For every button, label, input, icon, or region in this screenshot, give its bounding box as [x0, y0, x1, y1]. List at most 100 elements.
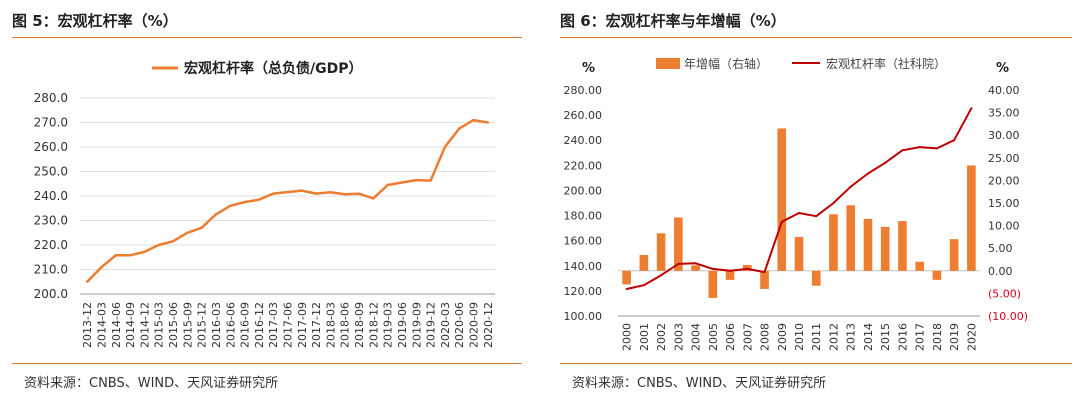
- chart2-bar: [898, 221, 907, 271]
- chart1-x-tick-label: 2018-12: [367, 302, 380, 348]
- chart2-x-tick-label: 2007: [741, 323, 754, 351]
- chart1-data-point: [343, 193, 346, 196]
- chart2-x-tick-label: 2003: [672, 323, 685, 351]
- chart1-x-tick-label: 2014-09: [124, 302, 137, 348]
- chart1-data-point: [143, 250, 146, 254]
- chart2-bar: [880, 226, 890, 271]
- chart2-line-point: [746, 267, 749, 270]
- chart2-x-tick-label: 2014: [862, 323, 875, 351]
- chart1-x-tick-label: 2016-03: [210, 302, 223, 348]
- chart2-line-point: [642, 284, 645, 287]
- chart1-data-point: [200, 226, 203, 230]
- chart2-left-unit: %: [582, 61, 595, 76]
- chart1-x-tick-label: 2014-06: [110, 302, 123, 348]
- chart2-bar: [811, 270, 821, 286]
- chart1-x-tick-label: 2013-12: [81, 302, 94, 348]
- chart1-x-tick-label: 2019-03: [382, 302, 395, 348]
- chart1-data-point: [314, 192, 318, 195]
- chart2-bar: [674, 217, 683, 271]
- chart1-data-point: [443, 145, 447, 149]
- chart1-y-tick-label: 220.0: [34, 238, 68, 252]
- chart1-y-tick-label: 240.0: [34, 189, 68, 203]
- chart2-right-tick-label: 10.00: [988, 220, 1020, 233]
- chart1-data-point: [214, 213, 218, 216]
- chart1-legend: 宏观杠杆率（总负债/GDP）: [152, 60, 363, 77]
- chart2-left-tick-label: 140.00: [564, 260, 603, 273]
- chart2-x-tick-label: 2013: [845, 323, 858, 351]
- chart2-x-tick-label: 2011: [810, 323, 823, 351]
- chart1-data-point: [286, 190, 289, 194]
- chart2-right-tick-label: 35.00: [988, 107, 1020, 120]
- chart1-x-tick-label: 2018-09: [353, 302, 366, 348]
- leverage-growth-combo-chart: % % 年增幅（右轴） 宏观杠杆率（社科院） 100.00 120.00 140.00 160…: [564, 56, 1029, 351]
- chart1-y-tick-label: 210.0: [34, 263, 68, 277]
- chart2-line-point: [866, 172, 869, 175]
- chart2-x-tick-label: 2002: [655, 323, 668, 351]
- chart2-left-tick-label: 240.00: [564, 134, 603, 147]
- chart2-legend-line-label: 宏观杠杆率（社科院）: [826, 56, 946, 71]
- chart2-x-tick-label: 2008: [759, 323, 772, 351]
- chart2-bar: [949, 239, 959, 271]
- chart1-data-point: [372, 197, 375, 200]
- chart1-data-point: [486, 121, 490, 124]
- chart2-line-point: [780, 220, 783, 223]
- leverage-line-chart: 宏观杠杆率（总负债/GDP） 200.0 210.0 220.0 230.0 240.0 2…: [34, 60, 495, 348]
- chart2-right-unit: %: [996, 61, 1009, 76]
- chart2-line-point: [729, 269, 732, 272]
- chart1-y-tick-label: 230.0: [34, 214, 68, 228]
- chart2-line-point: [935, 147, 938, 150]
- chart1-data-point: [243, 200, 246, 204]
- chart1-data-point: [386, 183, 389, 187]
- chart1-x-tick-label: 2017-06: [282, 302, 295, 348]
- chart1-data-point: [472, 118, 475, 122]
- chart1-data-point: [400, 181, 404, 184]
- chart2-line-point: [901, 149, 904, 152]
- chart2-bar: [656, 233, 666, 271]
- chart2-left-tick-label: 160.00: [564, 235, 603, 248]
- chart2-line-point: [694, 262, 697, 265]
- chart2-bar: [967, 165, 976, 271]
- chart2-line-point: [798, 212, 800, 215]
- chart2-legend-bar-swatch: [656, 58, 680, 69]
- figure-5-panel: 图 5：宏观杠杆率（%） 宏观杠杆率（总负债/GDP） 200.0 210.0 220…: [0, 0, 530, 403]
- chart2-bar: [915, 261, 924, 271]
- chart2-left-tick-label: 260.00: [564, 109, 603, 122]
- chart2-x-tick-label: 2015: [879, 323, 892, 351]
- figure-5-top-rule: [12, 37, 522, 38]
- figure-6-bottom-rule: [560, 363, 1072, 364]
- chart1-legend-label: 宏观杠杆率（总负债/GDP）: [184, 60, 363, 77]
- chart2-right-tick-label: 25.00: [988, 152, 1020, 165]
- chart2-bar: [742, 264, 752, 271]
- figure-6-title: 图 6：宏观杠杆率与年增幅（%）: [560, 12, 786, 30]
- figure-6-panel: 图 6：宏观杠杆率与年增幅（%） %% 年增幅（右轴） 宏观杠杆率（社科院） 100.…: [548, 0, 1080, 403]
- chart2-bar: [760, 270, 769, 289]
- chart1-data-point: [229, 204, 232, 207]
- chart2-x-tick-label: 2006: [724, 323, 737, 351]
- chart2-x-tick-label: 2018: [931, 323, 944, 351]
- chart2-line-point: [918, 146, 921, 149]
- chart1-x-tick-label: 2015-12: [196, 302, 209, 348]
- chart2-line-point: [815, 215, 818, 218]
- chart1-x-tick-label: 2020-09: [468, 302, 481, 348]
- chart1-x-tick-label: 2018-06: [339, 302, 352, 348]
- chart1-data-point: [100, 265, 103, 269]
- chart2-x-tick-label: 2001: [638, 323, 651, 351]
- chart2-right-tick-label: 20.00: [988, 174, 1020, 187]
- chart2-left-tick-label: 180.00: [564, 210, 603, 223]
- chart2-bar: [725, 270, 735, 280]
- chart2-bar: [622, 270, 631, 285]
- chart1-x-tick-label: 2016-09: [239, 302, 252, 348]
- chart2-bar: [863, 218, 873, 271]
- chart2-left-tick-label: 220.00: [564, 159, 603, 172]
- figure-6-top-rule: [560, 37, 1072, 38]
- chart2-line-point: [832, 202, 835, 204]
- chart2-right-tick-label: (10.00): [988, 310, 1028, 323]
- chart1-data-point: [85, 280, 89, 283]
- figure-5-title: 图 5：宏观杠杆率（%）: [12, 12, 178, 30]
- chart1-x-tick-label: 2020-03: [439, 302, 452, 348]
- chart1-x-tick-label: 2020-06: [453, 302, 466, 348]
- chart2-line-point: [763, 271, 766, 274]
- chart2-bar: [777, 128, 787, 271]
- chart2-left-tick-label: 120.00: [564, 285, 603, 298]
- chart1-y-tick-label: 260.0: [34, 140, 68, 154]
